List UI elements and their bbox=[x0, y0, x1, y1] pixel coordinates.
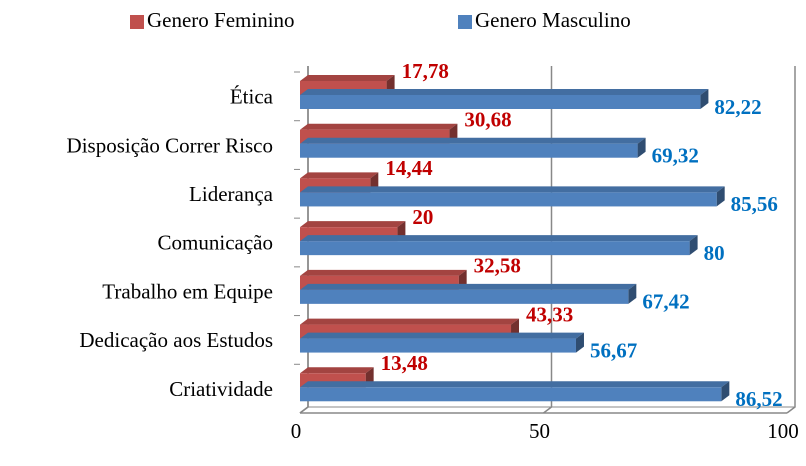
category-label: Trabalho em Equipe bbox=[102, 279, 273, 303]
bar bbox=[300, 89, 709, 109]
data-label: 20 bbox=[412, 205, 433, 229]
data-label: 14,44 bbox=[385, 156, 433, 180]
category-label: Ética bbox=[230, 85, 274, 109]
x-tick-label: 0 bbox=[291, 419, 302, 443]
bar bbox=[300, 137, 646, 158]
data-label: 86,52 bbox=[735, 387, 782, 411]
bar bbox=[300, 186, 725, 207]
legend-label: Genero Masculino bbox=[475, 8, 631, 32]
bar bbox=[300, 332, 584, 353]
data-label: 43,33 bbox=[526, 302, 573, 326]
data-label: 69,32 bbox=[652, 144, 699, 168]
category-label: Comunicação bbox=[158, 231, 273, 255]
data-label: 30,68 bbox=[464, 108, 511, 132]
data-label: 82,22 bbox=[714, 95, 761, 119]
bar bbox=[300, 235, 698, 256]
category-label: Liderança bbox=[189, 182, 274, 206]
x-tick-label: 50 bbox=[529, 419, 550, 443]
data-label: 67,42 bbox=[642, 290, 689, 314]
data-label: 85,56 bbox=[731, 192, 778, 216]
legend-swatch bbox=[130, 15, 144, 29]
bar bbox=[300, 381, 730, 402]
category-label: Criatividade bbox=[169, 377, 273, 401]
bar bbox=[300, 283, 637, 304]
legend-label: Genero Feminino bbox=[147, 8, 295, 32]
legend-swatch bbox=[458, 15, 472, 29]
grid-line bbox=[786, 66, 796, 414]
data-label: 32,58 bbox=[474, 254, 521, 278]
data-label: 13,48 bbox=[381, 351, 428, 375]
grid-line bbox=[543, 66, 553, 414]
data-label: 80 bbox=[704, 241, 725, 265]
data-label: 17,78 bbox=[402, 59, 449, 83]
category-label: Disposição Correr Risco bbox=[67, 133, 273, 157]
x-tick-label: 100 bbox=[767, 419, 799, 443]
data-label: 56,67 bbox=[590, 338, 637, 362]
category-label: Dedicação aos Estudos bbox=[79, 328, 273, 352]
